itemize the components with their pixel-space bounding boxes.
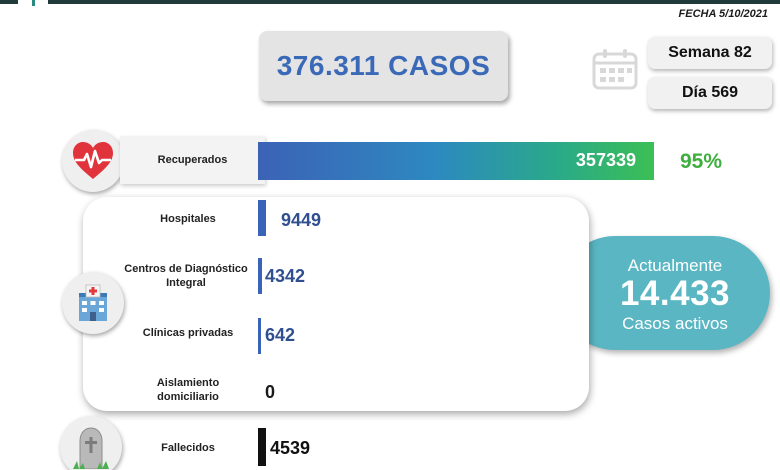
active-label: Actualmente [627,256,723,275]
facilities-panel [83,197,589,411]
recovered-label: Recuperados [157,154,228,166]
total-cases-box: 376.311 CASOS [259,31,508,101]
hospitales-value: 9449 [281,210,322,230]
heart-pulse-icon-wrap [62,130,124,192]
active-cases-text: Actualmente 14.433 Casos activos [590,236,760,350]
recovered-track: 357339 [258,142,654,180]
cdi-bar [258,258,262,294]
active-number: 14.433 [619,274,731,313]
clinicas-value: 642 [265,325,296,345]
recovered-bar: 357339 [258,142,654,180]
fallecidos-label: Fallecidos [161,442,215,454]
top-strip [0,0,780,6]
tombstone-icon-wrap [60,416,122,470]
report-date: FECHA 5/10/2021 [678,8,768,20]
hospital-icon [79,284,107,321]
recovered-label-box: Recuperados [120,136,265,184]
aislamiento-label: Aislamiento domiciliario [156,377,220,403]
clinicas-label: Clínicas privadas [142,327,234,339]
cdi-label: Centros de Diagnóstico Integral [124,263,248,289]
week-badge: Semana 82 [648,37,772,69]
active-sub: Casos activos [622,314,728,333]
recovered-value: 357339 [575,150,636,170]
total-cases: 376.311 CASOS [276,50,491,81]
day-badge: Día 569 [648,77,772,109]
calendar-icon [592,49,638,90]
hospitales-bar [258,200,266,236]
heart-pulse-icon [73,142,113,179]
fallecidos-value: 4539 [270,438,311,458]
clinicas-bar [258,318,261,354]
tombstone-icon [73,427,109,469]
hospital-icon-wrap [62,272,124,334]
active-cases-badge [558,236,770,350]
hospitales-label: Hospitales [160,213,216,225]
aislamiento-value: 0 [265,382,276,402]
recovered-percent: 95% [680,150,723,173]
fallecidos-bar [258,428,266,466]
cdi-value: 4342 [265,266,306,286]
